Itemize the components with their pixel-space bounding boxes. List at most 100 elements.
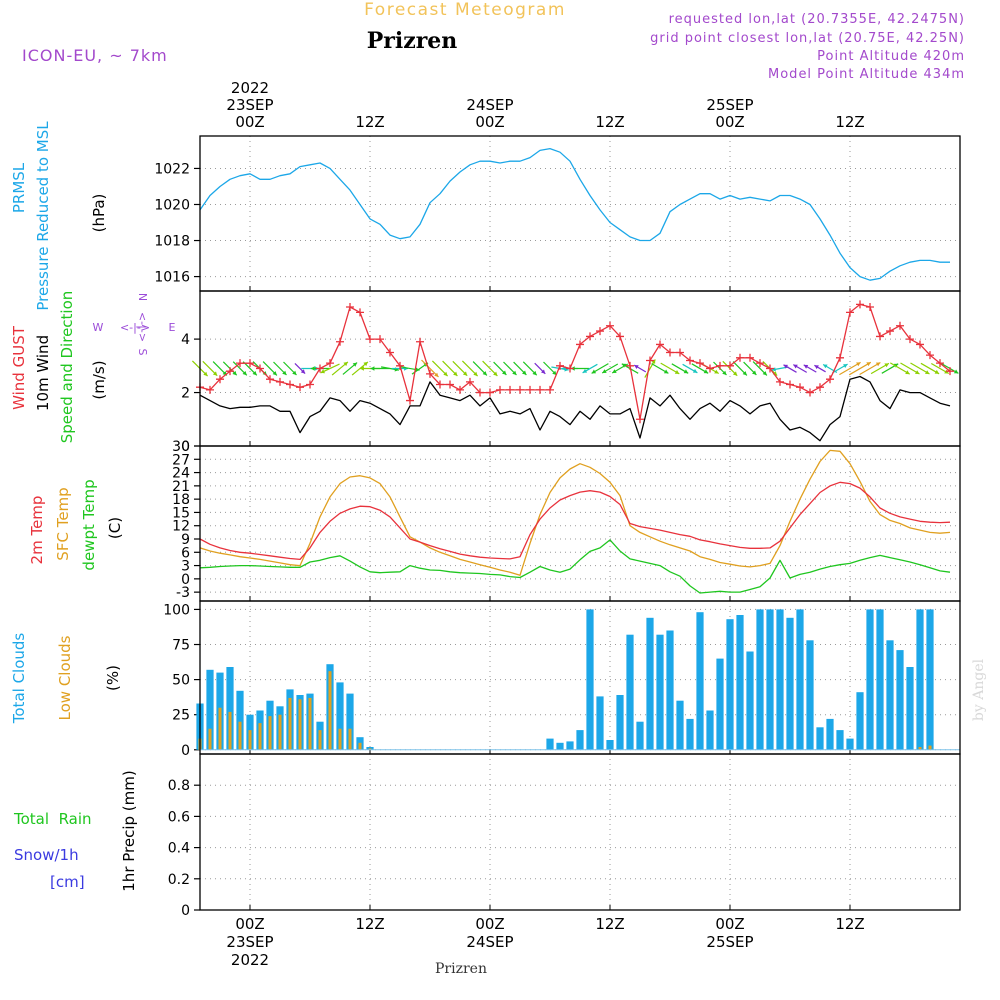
y-tick-label: 100: [163, 602, 190, 618]
total-cloud-bar: [546, 738, 554, 750]
wind-gust-marker: [476, 388, 484, 397]
wind-gust-marker: [866, 303, 874, 312]
total-cloud-bar: [566, 741, 574, 750]
top-time-label: 12Z: [355, 113, 384, 131]
wind-gust-marker: [886, 327, 894, 336]
wind-gust-marker: [206, 385, 214, 394]
low-cloud-bar: [348, 728, 352, 750]
temperature-line: [199, 539, 951, 594]
panel-axis-label: 10m Wind: [34, 335, 52, 411]
bottom-time-label: 2022: [231, 951, 269, 969]
y-tick-label: -3: [176, 585, 190, 601]
panel-axis-label: (C): [106, 517, 124, 539]
y-tick-label: 12: [172, 519, 190, 535]
low-cloud-bar: [288, 697, 292, 750]
top-time-label: 00Z: [475, 113, 504, 131]
wind-gust-marker: [306, 380, 314, 389]
wind-vector-head: [453, 371, 458, 376]
panel-axis-label: Total Clouds: [10, 633, 28, 725]
panel-axis-label: 1hr Precip (mm): [120, 770, 138, 891]
wind-gust-marker: [556, 361, 564, 370]
total-cloud-bar: [716, 658, 724, 750]
wind-gust-marker: [316, 364, 324, 373]
wind-vector-head: [292, 370, 297, 375]
top-time-label: 2022: [231, 79, 269, 97]
wind-gust-marker: [336, 337, 344, 346]
wind-vector-head: [762, 371, 767, 376]
wind-gust-marker: [796, 383, 804, 392]
y-tick-label: 2: [181, 386, 190, 402]
location-title: Prizren: [367, 28, 458, 54]
wind-vector-head: [541, 369, 546, 374]
low-cloud-bar: [368, 748, 372, 750]
wind-vector-head: [856, 362, 861, 367]
total-cloud-bar: [596, 696, 604, 750]
total-cloud-bar: [346, 693, 354, 750]
wind-vector-head: [732, 371, 738, 376]
wind-10m-line: [199, 375, 951, 442]
total-cloud-bar: [756, 609, 764, 750]
wind-vector: [859, 361, 881, 376]
wind-gust-marker: [586, 332, 594, 341]
wind-gust-marker: [846, 308, 854, 317]
wind-vector-head: [953, 369, 959, 374]
top-time-label: 12Z: [835, 113, 864, 131]
wind-gust-marker: [676, 348, 684, 357]
wind-vector-head: [443, 371, 448, 377]
wind-gust-marker: [496, 385, 504, 394]
y-tick-label: 4: [181, 332, 190, 348]
total-cloud-bar: [636, 721, 644, 750]
low-cloud-bar: [218, 707, 222, 750]
bottom-time-label: 00Z: [715, 915, 744, 933]
total-cloud-bar: [626, 634, 634, 750]
total-cloud-bar: [736, 615, 744, 750]
y-tick-label: 50: [172, 673, 190, 689]
top-time-label: 00Z: [235, 113, 264, 131]
total-cloud-bar: [236, 690, 244, 750]
wind-vector-head: [482, 371, 487, 376]
wind-gust-marker: [536, 385, 544, 394]
wind-gust-marker: [746, 353, 754, 362]
bottom-time-label: 12Z: [355, 915, 384, 933]
total-cloud-bar: [816, 727, 824, 750]
wind-vector-head: [352, 362, 358, 367]
bottom-time-label: 23SEP: [226, 933, 273, 951]
wind-gust-marker: [276, 377, 284, 386]
compass-ew-arrow: <-|->: [120, 321, 150, 334]
panel-axis-label: (hPa): [90, 194, 108, 233]
top-time-label: 23SEP: [226, 96, 273, 114]
y-tick-label: 6: [181, 545, 190, 561]
y-tick-label: 30: [172, 439, 190, 455]
panel-axis-label: 2m Temp: [28, 496, 46, 565]
wind-vector-head: [272, 371, 277, 376]
total-cloud-bar: [586, 609, 594, 750]
wind-vector-head: [714, 369, 719, 374]
wind-gust-marker: [376, 335, 384, 344]
wind-gust-marker: [806, 388, 814, 397]
total-cloud-bar: [866, 609, 874, 750]
wind-gust-marker: [906, 335, 914, 344]
wind-gust-marker: [766, 364, 774, 373]
wind-vector-head: [370, 366, 375, 371]
wind-vector-head: [552, 370, 557, 375]
wind-vector-head: [683, 369, 689, 374]
low-cloud-bar: [208, 728, 212, 750]
wind-gust-marker: [506, 385, 514, 394]
low-cloud-bar: [918, 747, 922, 750]
bottom-time-label: 12Z: [595, 915, 624, 933]
wind-vector-head: [502, 370, 507, 375]
temperature-line: [199, 449, 951, 576]
wind-gust-marker: [516, 385, 524, 394]
wind-vector-head: [462, 371, 468, 376]
bottom-time-label: 12Z: [835, 915, 864, 933]
panel-frame: [199, 753, 961, 911]
wind-gust-marker: [386, 348, 394, 357]
wind-gust-marker: [646, 356, 654, 365]
wind-vector-head: [473, 371, 478, 377]
total-cloud-bar: [656, 634, 664, 750]
model-label: ICON-EU, ~ 7km: [22, 46, 168, 65]
total-cloud-bar: [206, 669, 214, 750]
precip-label-unit: [cm]: [50, 873, 85, 891]
total-cloud-bar: [806, 640, 814, 750]
